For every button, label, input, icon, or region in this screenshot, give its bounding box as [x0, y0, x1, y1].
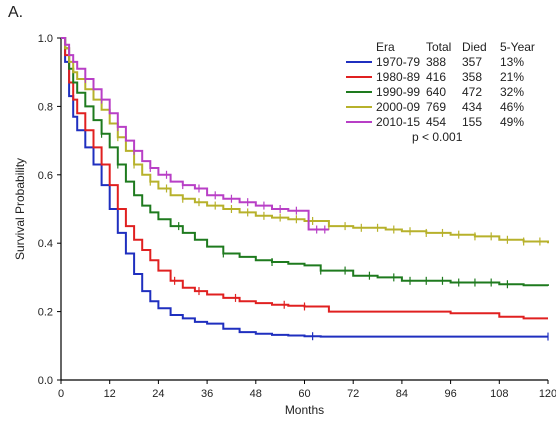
x-tick-label: 0: [58, 388, 64, 400]
y-axis-title: Survival Probability: [13, 158, 27, 260]
y-tick-label: 0.6: [38, 170, 53, 182]
legend-cell: 1990-99: [376, 85, 420, 99]
x-tick-label: 96: [444, 388, 456, 400]
legend-cell: 13%: [500, 55, 524, 69]
axes: 0 12 24 36 48 60 72 84 96 108 120 0.0 0.2 0.4 0.6 0.8 1.…: [38, 33, 556, 400]
legend-header: Era: [376, 40, 395, 54]
legend-cell: 454: [426, 115, 446, 129]
y-tick-label: 0.0: [38, 375, 53, 387]
legend-cell: 1980-89: [376, 70, 420, 84]
series-1990-99: [61, 37, 549, 289]
series-1980-89: [61, 37, 548, 320]
series-2000-09: [61, 37, 549, 246]
curve-1990-99: [61, 37, 549, 287]
curve-1980-89: [61, 37, 548, 320]
x-tick-label: 48: [250, 388, 262, 400]
legend-cell: 46%: [500, 100, 524, 114]
y-tick-label: 0.2: [38, 307, 53, 319]
legend-cell: 21%: [500, 70, 524, 84]
legend-cell: 155: [462, 115, 482, 129]
panel-label: A.: [8, 4, 24, 21]
legend-cell: 2000-09: [376, 100, 420, 114]
legend-cell: 358: [462, 70, 482, 84]
x-tick-label: 36: [201, 388, 213, 400]
curve-2000-09: [61, 37, 549, 244]
legend-cell: 472: [462, 85, 482, 99]
x-tick-label: 24: [152, 388, 164, 400]
legend-header: 5-Year: [500, 40, 535, 54]
y-tick-label: 0.8: [38, 101, 53, 113]
legend-cell: 640: [426, 85, 446, 99]
curve-2010-15: [61, 37, 329, 231]
x-tick-label: 84: [396, 388, 408, 400]
legend-cell: 49%: [500, 115, 524, 129]
x-tick-label: 72: [347, 388, 359, 400]
legend-cell: 769: [426, 100, 446, 114]
p-value-note: p < 0.001: [412, 130, 463, 144]
x-tick-label: 12: [104, 388, 116, 400]
legend-cell: 1970-79: [376, 55, 420, 69]
series-1970-79: [61, 37, 549, 341]
x-axis-title: Months: [285, 403, 324, 417]
y-tick-label: 1.0: [38, 33, 53, 45]
legend-cell: 434: [462, 100, 482, 114]
legend-cell: 357: [462, 55, 482, 69]
curve-1970-79: [61, 37, 548, 338]
legend-cell: 388: [426, 55, 446, 69]
series-2010-15: [61, 37, 329, 234]
legend-header: Total: [426, 40, 451, 54]
x-tick-label: 120: [539, 388, 556, 400]
legend-header: Died: [462, 40, 487, 54]
legend-cell: 416: [426, 70, 446, 84]
legend-cell: 32%: [500, 85, 524, 99]
x-tick-label: 60: [298, 388, 310, 400]
y-tick-label: 0.4: [38, 238, 53, 250]
legend: Era Total Died 5-Year 1970-79 388 357 13% 1980-8…: [346, 40, 535, 144]
legend-cell: 2010-15: [376, 115, 420, 129]
x-tick-label: 108: [490, 388, 508, 400]
curves: [61, 37, 549, 341]
